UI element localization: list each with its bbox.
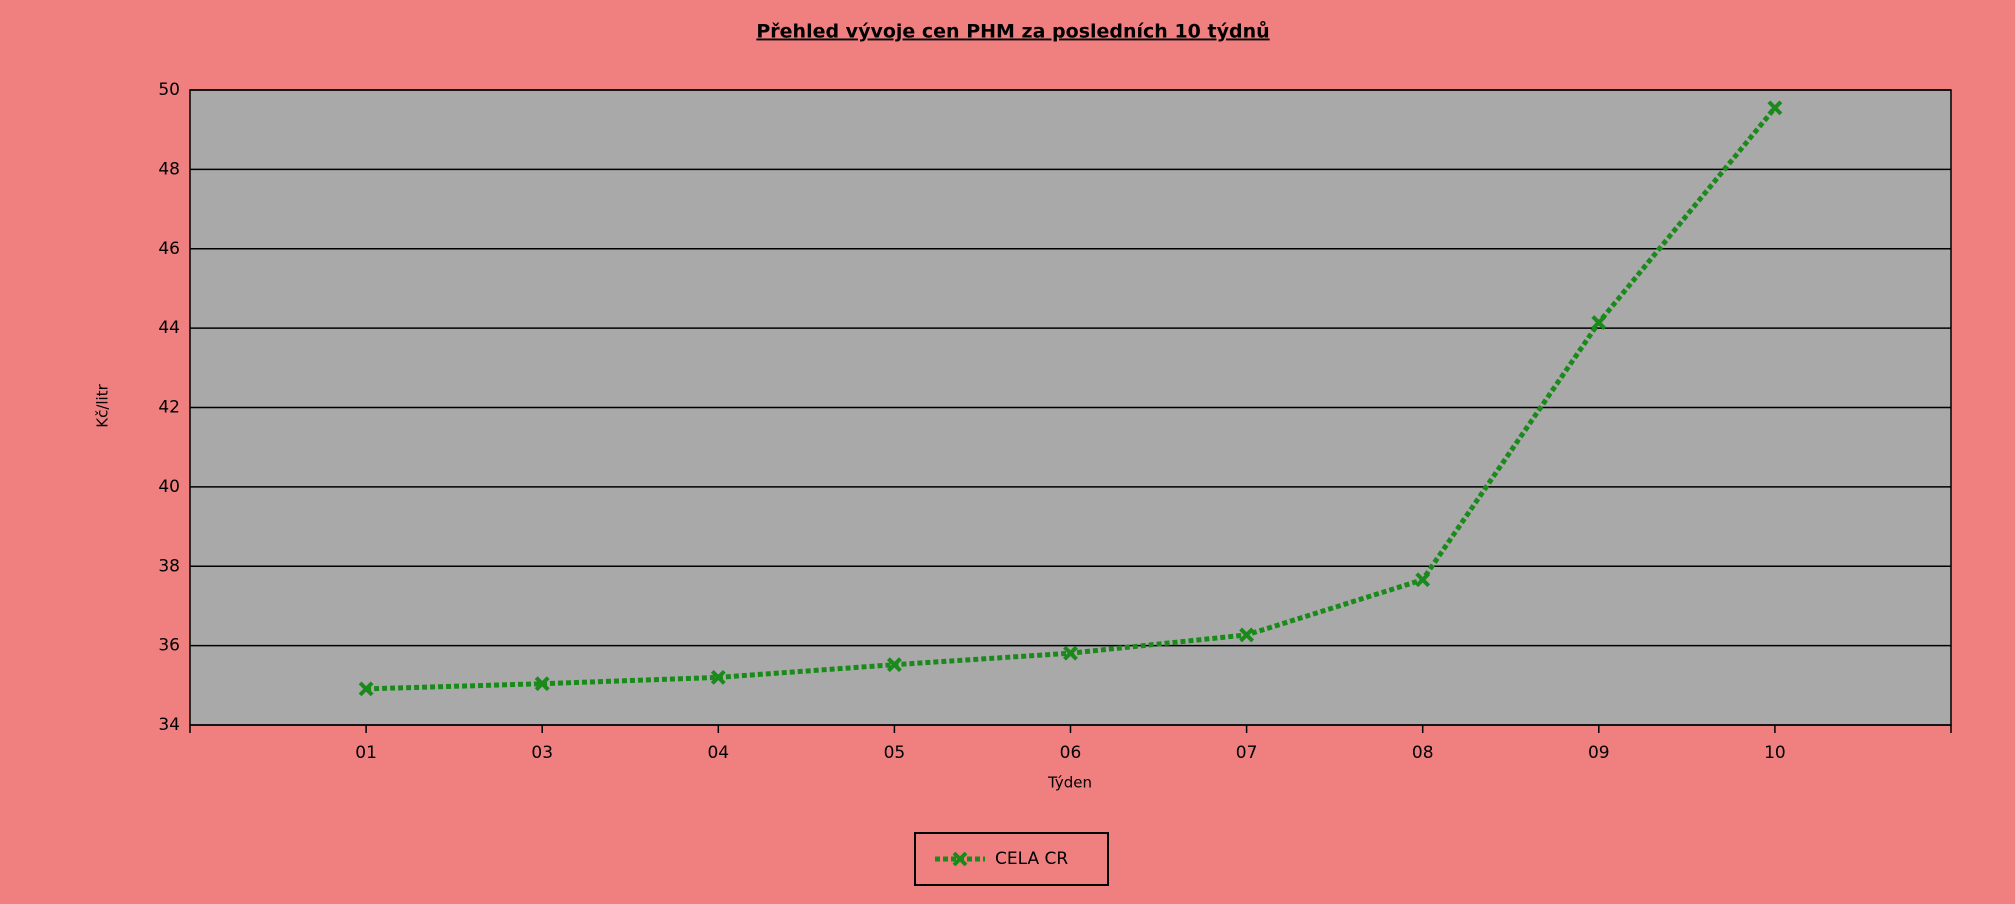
x-tick-label: 01 xyxy=(355,743,377,763)
y-tick-label: 34 xyxy=(158,715,180,735)
y-tick-label: 50 xyxy=(158,80,180,100)
chart-title: Přehled vývoje cen PHM za posledních 10 … xyxy=(756,20,1269,43)
marker xyxy=(710,669,726,685)
marker xyxy=(1063,645,1078,661)
y-tick-label: 42 xyxy=(158,398,180,418)
marker xyxy=(1239,627,1255,643)
x-tick-label: 03 xyxy=(531,743,553,763)
legend: CELA CR xyxy=(914,832,1109,886)
marker xyxy=(358,681,374,697)
marker xyxy=(952,851,968,867)
x-tick-label: 05 xyxy=(884,743,906,763)
y-tick-label: 44 xyxy=(158,318,180,338)
y-tick-label: 38 xyxy=(158,556,180,576)
marker xyxy=(1767,100,1783,116)
legend-label: CELA CR xyxy=(995,849,1068,869)
x-tick-label: 09 xyxy=(1588,743,1610,763)
y-tick-label: 40 xyxy=(158,477,180,497)
x-tick-label: 10 xyxy=(1764,743,1786,763)
x-tick-label: 08 xyxy=(1412,743,1434,763)
marker xyxy=(1415,572,1431,588)
x-tick-label: 07 xyxy=(1236,743,1258,763)
y-tick-label: 36 xyxy=(158,636,180,656)
x-tick-label: 04 xyxy=(707,743,729,763)
x-tick-label: 06 xyxy=(1060,743,1082,763)
x-axis-label: Týden xyxy=(1047,774,1092,792)
legend-box xyxy=(914,832,1109,886)
y-tick-label: 46 xyxy=(158,239,180,259)
marker xyxy=(1591,315,1607,330)
marker xyxy=(886,657,902,673)
y-tick-label: 48 xyxy=(158,159,180,179)
y-axis-label: Kč/litr xyxy=(94,383,112,427)
marker xyxy=(534,676,550,692)
